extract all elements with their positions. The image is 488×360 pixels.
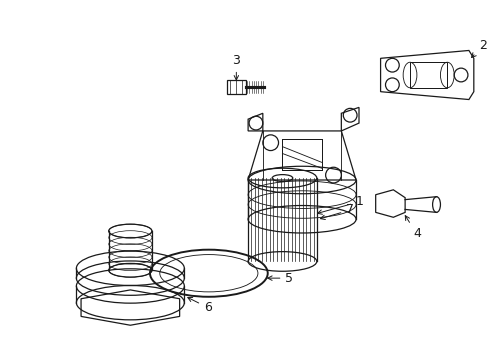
Text: 3: 3 <box>232 54 240 80</box>
Text: 7: 7 <box>320 203 353 220</box>
Text: 4: 4 <box>405 216 420 240</box>
Text: 6: 6 <box>187 297 211 314</box>
Text: 2: 2 <box>470 39 486 58</box>
Text: 1: 1 <box>317 195 363 214</box>
Text: 5: 5 <box>267 272 293 285</box>
